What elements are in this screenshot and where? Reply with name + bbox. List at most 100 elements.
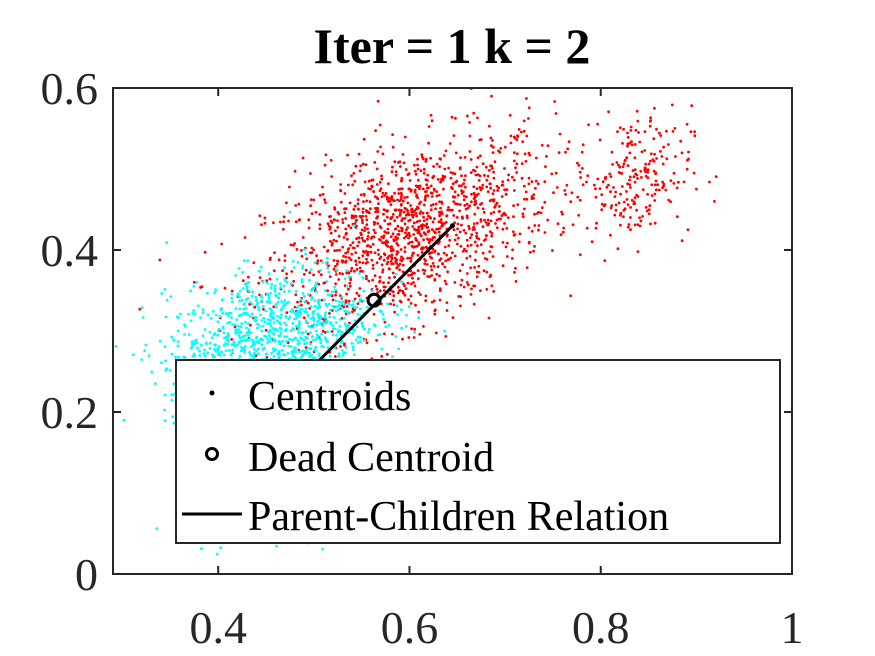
cluster-0-point <box>483 174 486 177</box>
cluster-0-point <box>416 163 419 167</box>
cluster-2-point <box>222 336 226 340</box>
cluster-2-point <box>267 330 270 334</box>
cluster-0-point <box>358 287 362 290</box>
cluster-2-point <box>291 338 294 342</box>
cluster-2-point <box>241 346 245 350</box>
cluster-0-point <box>437 193 441 197</box>
cluster-1-point <box>646 168 650 172</box>
cluster-0-point <box>390 255 394 259</box>
cluster-0-point <box>431 236 435 239</box>
cluster-0-point <box>452 214 456 217</box>
cluster-0-point <box>512 215 515 219</box>
cluster-0-point <box>389 203 393 207</box>
cluster-2-point <box>197 304 200 308</box>
cluster-1-point <box>578 170 582 174</box>
cluster-2-point <box>280 300 284 303</box>
cluster-0-point <box>304 346 308 349</box>
cluster-2-point <box>230 296 234 300</box>
cluster-0-point <box>321 192 325 196</box>
cluster-0-point <box>247 275 250 279</box>
cluster-0-point <box>400 176 404 180</box>
cluster-2-point <box>338 325 342 328</box>
cluster-2-point <box>284 314 288 318</box>
cluster-0-point <box>302 272 306 276</box>
cluster-0-point <box>507 173 510 177</box>
cluster-0-point <box>514 280 518 283</box>
cluster-0-point <box>443 167 447 171</box>
cluster-0-point <box>409 189 413 193</box>
cluster-0-point <box>552 191 555 195</box>
cluster-0-point <box>490 198 494 202</box>
cluster-0-point <box>485 287 489 291</box>
cluster-0-point <box>513 233 517 236</box>
cluster-2-point <box>267 334 271 337</box>
cluster-1-point <box>649 152 653 156</box>
cluster-0-point <box>416 178 420 182</box>
cluster-0-point <box>413 190 417 194</box>
cluster-0-point <box>505 255 509 258</box>
cluster-1-point <box>680 239 684 243</box>
cluster-0-point <box>429 204 433 207</box>
cluster-2-point <box>265 300 269 303</box>
cluster-0-point <box>350 216 354 220</box>
cluster-1-point <box>674 155 677 158</box>
cluster-2-point <box>229 311 233 315</box>
cluster-0-point <box>400 193 403 196</box>
cluster-2-point <box>276 300 280 304</box>
cluster-2-point <box>229 353 233 357</box>
cluster-0-point <box>460 215 464 219</box>
cluster-2-point <box>304 330 308 333</box>
cluster-2-point <box>304 307 308 311</box>
cluster-2-point <box>296 328 300 332</box>
cluster-0-point <box>484 165 488 169</box>
cluster-0-point <box>352 208 356 211</box>
cluster-2-point <box>191 354 195 358</box>
cluster-0-point <box>138 307 142 311</box>
cluster-0-point <box>404 231 407 235</box>
cluster-0-point <box>475 231 479 235</box>
cluster-2-point <box>283 279 287 283</box>
cluster-2-point <box>226 338 229 342</box>
cluster-2-point <box>305 351 309 355</box>
legend-dead-centroid-marker <box>205 447 219 461</box>
cluster-0-point <box>506 216 510 220</box>
cluster-0-point <box>491 145 495 149</box>
cluster-0-point <box>386 209 389 213</box>
cluster-0-point <box>283 254 287 257</box>
cluster-2-point <box>310 296 314 299</box>
cluster-0-point <box>444 335 448 338</box>
cluster-0-point <box>419 169 423 173</box>
cluster-2-point <box>359 340 362 344</box>
cluster-0-point <box>421 187 425 191</box>
cluster-0-point <box>409 259 413 263</box>
cluster-1-point <box>643 168 647 172</box>
cluster-1-point <box>651 158 655 162</box>
cluster-0-point <box>379 145 382 149</box>
cluster-2-point <box>293 317 296 321</box>
cluster-2-point <box>314 329 318 333</box>
cluster-0-point <box>417 241 421 245</box>
cluster-0-point <box>268 277 272 281</box>
cluster-2-point <box>150 370 154 374</box>
cluster-2-point <box>308 351 311 355</box>
cluster-2-point <box>258 339 261 342</box>
cluster-0-point <box>436 178 440 181</box>
cluster-0-point <box>399 248 403 251</box>
cluster-0-point <box>456 193 460 197</box>
cluster-2-point <box>287 289 291 293</box>
cluster-2-point <box>234 329 238 333</box>
cluster-0-point <box>521 212 525 216</box>
cluster-2-point <box>226 342 230 346</box>
cluster-2-point <box>274 303 278 306</box>
cluster-2-point <box>386 302 390 306</box>
cluster-2-point <box>370 289 374 293</box>
cluster-2-point <box>272 338 276 341</box>
cluster-2-point <box>326 330 330 333</box>
cluster-0-point <box>576 161 579 165</box>
cluster-0-point <box>515 162 519 166</box>
cluster-0-point <box>307 218 311 222</box>
cluster-0-point <box>406 209 409 213</box>
cluster-1-point <box>625 198 629 201</box>
cluster-2-point <box>341 300 345 303</box>
cluster-1-point <box>626 131 629 135</box>
